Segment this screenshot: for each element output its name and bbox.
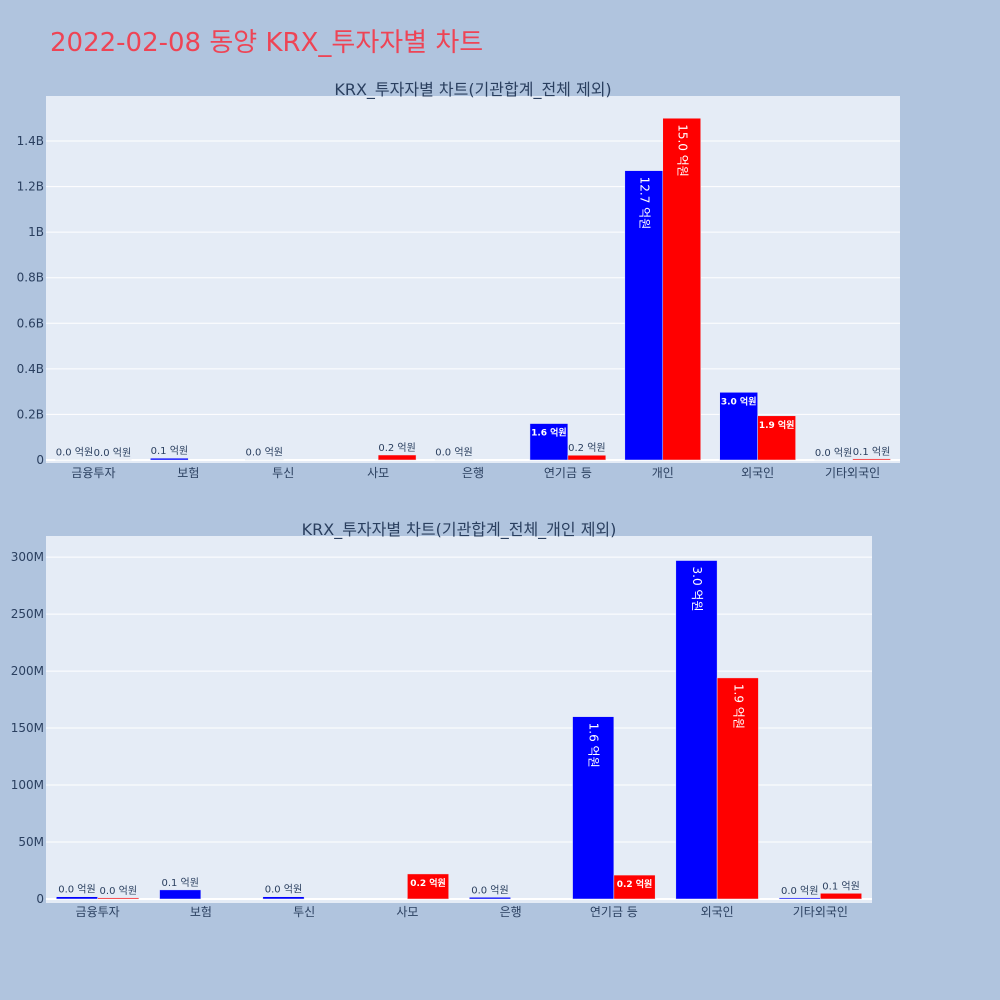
x-tick-label: 기타외국인: [793, 905, 848, 919]
x-tick-label: 기타외국인: [825, 466, 880, 480]
bar-buy: [719, 392, 758, 461]
y-tick-label: 0: [36, 892, 44, 906]
bar-value-label: 0.1 억원: [161, 877, 198, 889]
x-tick-label: 사모: [367, 466, 389, 480]
chart-title: KRX_투자자별 차트(기관합계_전체_개인 제외): [302, 520, 617, 540]
bar-value-label: 0.2 억원: [378, 442, 415, 454]
bar-buy: [56, 896, 98, 900]
x-tick-label: 외국인: [741, 466, 774, 480]
bar-value-label: 3.0 억원: [690, 567, 704, 612]
bar-buy: [675, 560, 718, 900]
bar-value-label: 0.0 억원: [100, 885, 137, 897]
investor-chart-top: 0 0.2B 0.4B 0.6B 0.8B 1B 1.2B 1.4B KRX_투자자별 차트(기…: [17, 80, 900, 480]
bar-sell: [662, 117, 701, 461]
bar-sell: [613, 874, 656, 900]
bar-value-label: 1.9 억원: [731, 684, 745, 729]
bar-sell: [820, 893, 862, 900]
y-tick-label: 0.8B: [17, 271, 44, 285]
x-tick-label: 투신: [272, 466, 294, 480]
bar-buy: [624, 170, 664, 461]
bar-sell: [97, 897, 140, 900]
x-tick-label: 은행: [462, 465, 484, 480]
bar-value-label: 0.2 억원: [410, 877, 446, 889]
x-tick-label: 은행: [500, 904, 522, 919]
bar-value-label: 0.0 억원: [94, 447, 131, 459]
x-tick-label: 투신: [293, 905, 315, 919]
bar-value-label: 0.0 억원: [56, 447, 93, 459]
bar-value-label: 0.0 억원: [58, 884, 95, 896]
bar-value-label: 0.2 억원: [568, 442, 605, 454]
bar-value-label: 0.0 억원: [781, 885, 818, 897]
y-tick-label: 100M: [11, 778, 44, 792]
bar-value-label: 15.0 억원: [675, 124, 689, 177]
bar-sell: [377, 454, 417, 461]
bar-buy: [159, 889, 202, 900]
bar-value-label: 12.7 억원: [637, 177, 651, 230]
x-tick-label: 연기금 등: [544, 466, 592, 480]
x-tick-label: 사모: [396, 905, 418, 919]
y-tick-label: 0.6B: [17, 316, 44, 330]
bar-buy: [778, 897, 821, 900]
bar-value-label: 0.0 억원: [435, 447, 472, 459]
bar-value-label: 0.0 억원: [246, 447, 283, 459]
bar-value-label: 1.9 억원: [759, 419, 795, 431]
y-tick-label: 200M: [11, 664, 44, 678]
page-title: 2022-02-08 동양 KRX_투자자별 차트: [50, 28, 484, 58]
y-tick-label: 250M: [11, 607, 44, 621]
bar-buy: [572, 716, 615, 900]
bar-sell: [757, 415, 796, 461]
y-tick-label: 50M: [18, 835, 44, 849]
y-tick-label: 0: [36, 453, 44, 467]
y-tick-label: 1.4B: [17, 134, 44, 148]
chart-title: KRX_투자자별 차트(기관합계_전체 제외): [334, 80, 611, 100]
bar-value-label: 0.1 억원: [853, 446, 890, 458]
x-tick-label: 금융투자: [76, 905, 120, 919]
bar-value-label: 0.0 억원: [815, 447, 852, 459]
y-tick-label: 300M: [11, 550, 44, 564]
x-tick-label: 개인: [652, 466, 674, 480]
y-tick-label: 1B: [28, 225, 44, 239]
x-tick-label: 외국인: [701, 905, 734, 919]
bar-sell: [567, 454, 607, 461]
bar-buy: [150, 457, 189, 461]
bar-value-label: 1.6 억원: [531, 427, 567, 439]
x-tick-label: 연기금 등: [590, 905, 638, 919]
bar-sell: [852, 458, 891, 461]
bar-value-label: 0.1 억원: [822, 880, 859, 892]
bar-value-label: 3.0 억원: [721, 395, 757, 407]
bar-value-label: 1.6 억원: [587, 723, 601, 768]
y-tick-label: 1.2B: [17, 180, 44, 194]
bar-buy: [469, 897, 511, 900]
x-tick-label: 보험: [190, 905, 212, 919]
x-tick-label: 보험: [177, 466, 199, 480]
bar-value-label: 0.0 억원: [265, 884, 302, 896]
bar-sell: [716, 677, 759, 900]
x-tick-label: 금융투자: [71, 466, 115, 480]
bar-buy: [262, 896, 305, 900]
y-tick-label: 0.2B: [17, 407, 44, 421]
bar-buy: [529, 423, 569, 461]
bar-value-label: 0.1 억원: [151, 445, 188, 457]
bar-value-label: 0.0 억원: [471, 884, 508, 896]
y-tick-label: 0.4B: [17, 362, 44, 376]
bar-sell: [407, 873, 449, 900]
y-tick-label: 150M: [11, 721, 44, 735]
bar-value-label: 0.2 억원: [617, 878, 653, 890]
